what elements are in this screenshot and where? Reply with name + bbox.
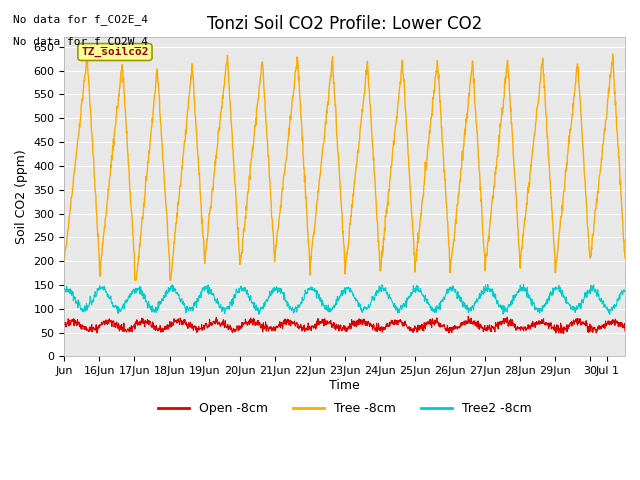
Legend: Open -8cm, Tree -8cm, Tree2 -8cm: Open -8cm, Tree -8cm, Tree2 -8cm bbox=[152, 397, 537, 420]
Text: No data for f_CO2W_4: No data for f_CO2W_4 bbox=[13, 36, 148, 47]
Text: TZ_soilco2: TZ_soilco2 bbox=[81, 47, 148, 57]
Text: No data for f_CO2E_4: No data for f_CO2E_4 bbox=[13, 14, 148, 25]
X-axis label: Time: Time bbox=[330, 379, 360, 392]
Title: Tonzi Soil CO2 Profile: Lower CO2: Tonzi Soil CO2 Profile: Lower CO2 bbox=[207, 15, 483, 33]
Y-axis label: Soil CO2 (ppm): Soil CO2 (ppm) bbox=[15, 149, 28, 244]
